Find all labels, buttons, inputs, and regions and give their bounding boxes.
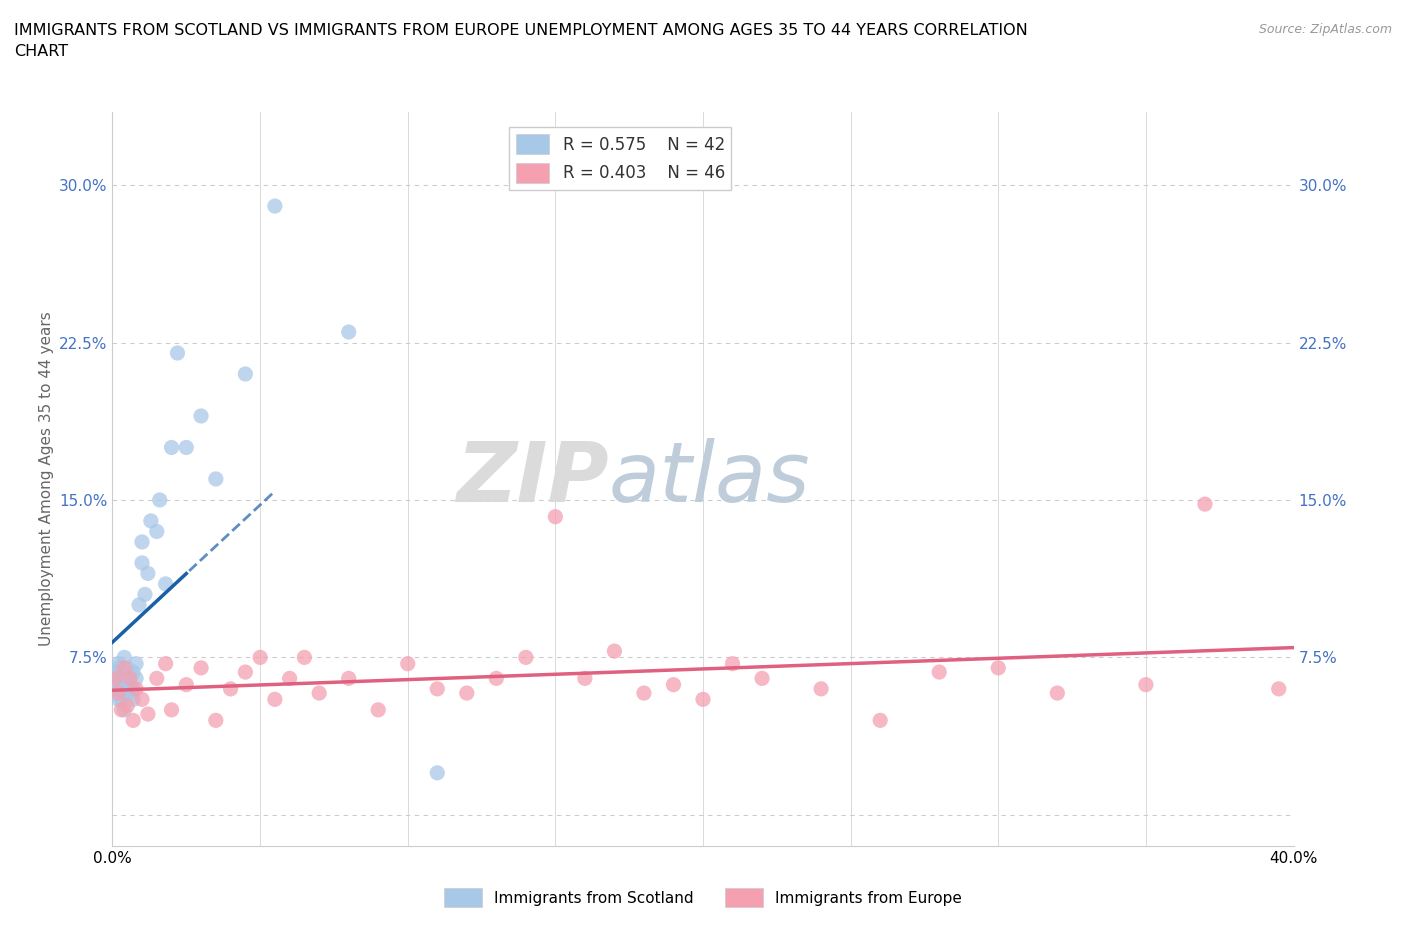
Point bbox=[107, 657, 129, 671]
Point bbox=[308, 685, 330, 700]
Point bbox=[574, 671, 596, 685]
Point bbox=[122, 713, 145, 728]
Point bbox=[110, 692, 132, 707]
Point bbox=[104, 685, 127, 700]
Legend: Immigrants from Scotland, Immigrants from Europe: Immigrants from Scotland, Immigrants fro… bbox=[437, 883, 969, 913]
Point bbox=[264, 692, 287, 707]
Point bbox=[190, 660, 212, 675]
Point bbox=[233, 665, 256, 680]
Point bbox=[396, 657, 419, 671]
Point bbox=[117, 698, 138, 713]
Point bbox=[166, 346, 188, 361]
Point bbox=[205, 713, 228, 728]
Point bbox=[146, 671, 169, 685]
Point bbox=[131, 555, 153, 570]
Point bbox=[125, 671, 148, 685]
Point bbox=[139, 513, 162, 528]
Point bbox=[104, 671, 127, 685]
Point bbox=[928, 665, 950, 680]
Point bbox=[426, 765, 449, 780]
Point bbox=[122, 682, 145, 697]
Point bbox=[292, 650, 315, 665]
Point bbox=[131, 692, 153, 707]
Y-axis label: Unemployment Among Ages 35 to 44 years: Unemployment Among Ages 35 to 44 years bbox=[38, 312, 53, 646]
Point bbox=[107, 685, 129, 700]
Point bbox=[122, 692, 145, 707]
Point bbox=[112, 685, 135, 700]
Point bbox=[112, 660, 135, 675]
Point bbox=[1046, 685, 1069, 700]
Point bbox=[205, 472, 228, 486]
Point bbox=[107, 660, 129, 675]
Point bbox=[160, 702, 183, 717]
Point bbox=[107, 671, 129, 685]
Point bbox=[264, 199, 287, 214]
Point bbox=[134, 587, 156, 602]
Point bbox=[174, 677, 197, 692]
Text: Source: ZipAtlas.com: Source: ZipAtlas.com bbox=[1258, 23, 1392, 36]
Point bbox=[131, 535, 153, 550]
Point bbox=[107, 682, 129, 697]
Point bbox=[456, 685, 478, 700]
Point bbox=[190, 408, 212, 423]
Point bbox=[160, 440, 183, 455]
Point bbox=[120, 671, 142, 685]
Point bbox=[1268, 682, 1291, 697]
Point bbox=[136, 566, 159, 581]
Point bbox=[869, 713, 891, 728]
Text: atlas: atlas bbox=[609, 438, 810, 520]
Point bbox=[987, 660, 1010, 675]
Point bbox=[367, 702, 389, 717]
Text: ZIP: ZIP bbox=[456, 438, 609, 520]
Point bbox=[544, 510, 567, 525]
Point bbox=[104, 677, 127, 692]
Point bbox=[125, 682, 148, 697]
Point bbox=[120, 685, 142, 700]
Point bbox=[721, 657, 744, 671]
Point bbox=[485, 671, 508, 685]
Point bbox=[810, 682, 832, 697]
Point bbox=[149, 493, 172, 508]
Point bbox=[117, 660, 138, 675]
Point bbox=[112, 650, 135, 665]
Point bbox=[110, 702, 132, 717]
Legend: R = 0.575    N = 42, R = 0.403    N = 46: R = 0.575 N = 42, R = 0.403 N = 46 bbox=[509, 127, 731, 190]
Point bbox=[337, 325, 360, 339]
Point bbox=[136, 707, 159, 722]
Point bbox=[515, 650, 537, 665]
Point bbox=[155, 577, 177, 591]
Text: IMMIGRANTS FROM SCOTLAND VS IMMIGRANTS FROM EUROPE UNEMPLOYMENT AMONG AGES 35 TO: IMMIGRANTS FROM SCOTLAND VS IMMIGRANTS F… bbox=[14, 23, 1028, 60]
Point bbox=[426, 682, 449, 697]
Point bbox=[120, 677, 142, 692]
Point bbox=[692, 692, 714, 707]
Point bbox=[107, 692, 129, 707]
Point bbox=[146, 524, 169, 538]
Point bbox=[125, 657, 148, 671]
Point bbox=[117, 682, 138, 697]
Point bbox=[117, 671, 138, 685]
Point bbox=[633, 685, 655, 700]
Point bbox=[104, 665, 127, 680]
Point bbox=[219, 682, 242, 697]
Point bbox=[249, 650, 271, 665]
Point bbox=[278, 671, 301, 685]
Point bbox=[603, 644, 626, 658]
Point bbox=[112, 702, 135, 717]
Point bbox=[155, 657, 177, 671]
Point bbox=[751, 671, 773, 685]
Point bbox=[1135, 677, 1157, 692]
Point bbox=[174, 440, 197, 455]
Point bbox=[110, 671, 132, 685]
Point bbox=[1194, 497, 1216, 512]
Point bbox=[337, 671, 360, 685]
Point bbox=[122, 665, 145, 680]
Point bbox=[233, 366, 256, 381]
Point bbox=[128, 597, 150, 612]
Point bbox=[662, 677, 685, 692]
Point bbox=[110, 682, 132, 697]
